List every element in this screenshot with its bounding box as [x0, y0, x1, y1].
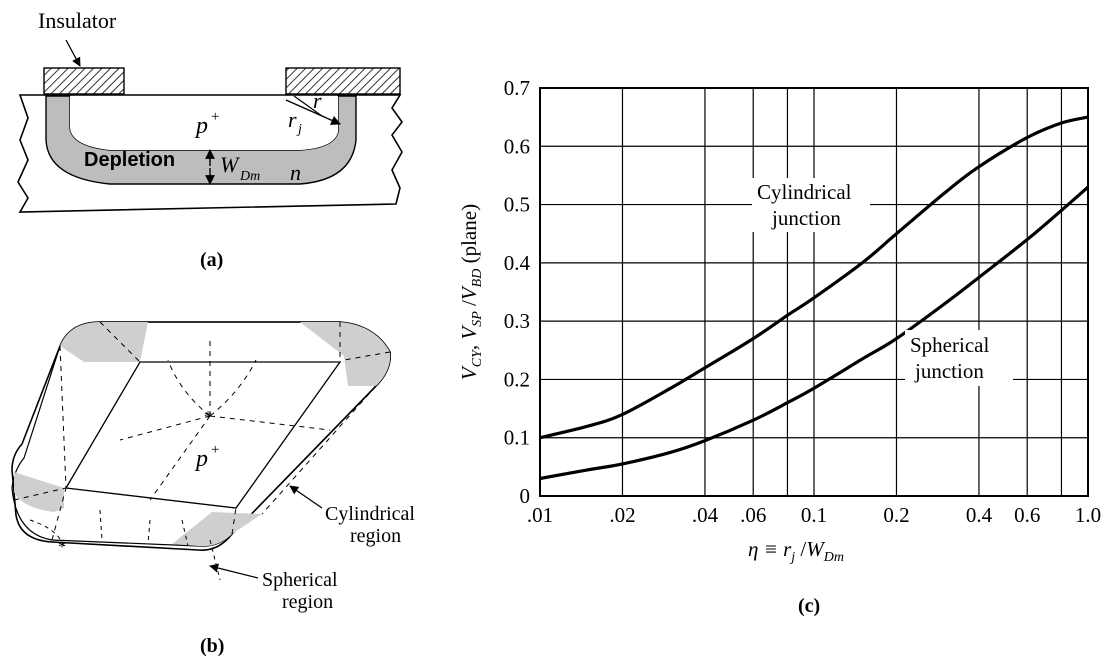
cylindrical-region-line1: Cylindrical: [325, 503, 415, 525]
cylindrical-label-line1: Cylindrical: [757, 180, 852, 204]
center-mark: *: [204, 409, 212, 426]
plot-series: [539, 115, 1090, 481]
inner-rectangle: [64, 361, 342, 509]
x-tick-label: .04: [692, 503, 719, 527]
pplus-a-plus: +: [211, 109, 219, 125]
cylindrical-label-bg: [752, 178, 870, 232]
pplus-b-p: p: [194, 446, 208, 472]
panel-a: Insulator p + r r j Depletion W Dm n (a): [17, 8, 403, 271]
pplus-region: [70, 96, 338, 150]
y-axis-label: VCY, VSP /VBD (plane): [457, 204, 485, 380]
plot-frame: [539, 87, 1089, 497]
x-tick-label: 0.1: [801, 503, 827, 527]
depletion-label: Depletion: [84, 149, 175, 171]
rj-r: r: [288, 107, 297, 132]
wdm-sub: Dm: [239, 169, 260, 184]
y-axis-label-text: VCY, VSP /VBD (plane): [457, 204, 485, 380]
corner-top-left: [60, 322, 148, 362]
rj-arrow: [285, 99, 341, 125]
cylindrical-pointer: [289, 485, 323, 509]
spherical-junction-curve: [539, 185, 1090, 481]
pplus-a-p: p: [194, 113, 208, 139]
panel-c: .01 .02 .04 .06 0.1 0.2 0.4 0.6 1.0 0 0.1 0.2 0.3 0.4…: [457, 76, 1101, 617]
x-tick-label: 0.4: [966, 503, 993, 527]
y-tick-label: 0: [520, 484, 531, 508]
insulator-right: [285, 67, 401, 95]
y-tick-label: 0.4: [504, 251, 531, 275]
wdm-w: W: [220, 152, 240, 177]
spherical-label-line1: Spherical: [910, 333, 989, 357]
panel-a-label: (a): [200, 249, 223, 271]
spherical-label-line2: junction: [914, 359, 984, 383]
x-tick-label: .01: [527, 503, 553, 527]
top-edge-dashes: [13, 321, 391, 541]
n-label: n: [290, 160, 301, 185]
x-tick-label: .06: [740, 503, 766, 527]
spherical-region-line2: region: [282, 591, 333, 613]
cylindrical-label-line2: junction: [771, 206, 841, 230]
y-tick-label: 0.7: [504, 76, 530, 100]
panel-b: * * p + Cylindrical region Spherical reg…: [11, 321, 415, 657]
y-tick-label: 0.3: [504, 309, 530, 333]
insulator-label: Insulator: [38, 8, 117, 33]
rj-sub: j: [296, 122, 302, 137]
corner-bottom-right: [172, 512, 262, 547]
bottom-mark: *: [58, 539, 66, 556]
plot-ticks: .01 .02 .04 .06 0.1 0.2 0.4 0.6 1.0 0 0.1 0.2 0.3 0.4…: [504, 76, 1101, 527]
pplus-b-label: p +: [194, 442, 219, 472]
x-tick-label: 0.6: [1014, 503, 1040, 527]
corner-bottom-left: [14, 472, 64, 512]
y-tick-label: 0.6: [504, 134, 530, 158]
y-tick-label: 0.5: [504, 193, 530, 217]
rj-label: r j: [288, 107, 302, 137]
y-tick-label: 0.2: [504, 367, 530, 391]
insulator-left: [43, 67, 125, 95]
panel-c-label: (c): [798, 595, 820, 617]
r-label: r: [313, 88, 322, 113]
spherical-pointer: [209, 563, 259, 579]
r-arrow: [293, 95, 323, 117]
x-tick-label: .02: [609, 503, 635, 527]
pplus-b-plus: +: [211, 442, 219, 458]
panel-b-label: (b): [200, 635, 224, 657]
cylindrical-junction-curve: [539, 115, 1089, 440]
pplus-a-label: p +: [194, 109, 219, 139]
x-axis-label: η ≡ rj /WDm: [748, 537, 844, 565]
y-tick-label: 0.1: [504, 426, 530, 450]
spherical-region-line1: Spherical: [262, 569, 338, 591]
insulator-pointer: [65, 39, 81, 67]
x-tick-label: 0.2: [883, 503, 909, 527]
cylindrical-region-line2: region: [350, 525, 401, 547]
bottom-dashes: [29, 509, 221, 581]
corner-top-right: [300, 322, 391, 386]
x-tick-label: 1.0: [1075, 503, 1101, 527]
wdm-label: W Dm: [220, 152, 260, 184]
spherical-label-bg: [905, 330, 1013, 386]
